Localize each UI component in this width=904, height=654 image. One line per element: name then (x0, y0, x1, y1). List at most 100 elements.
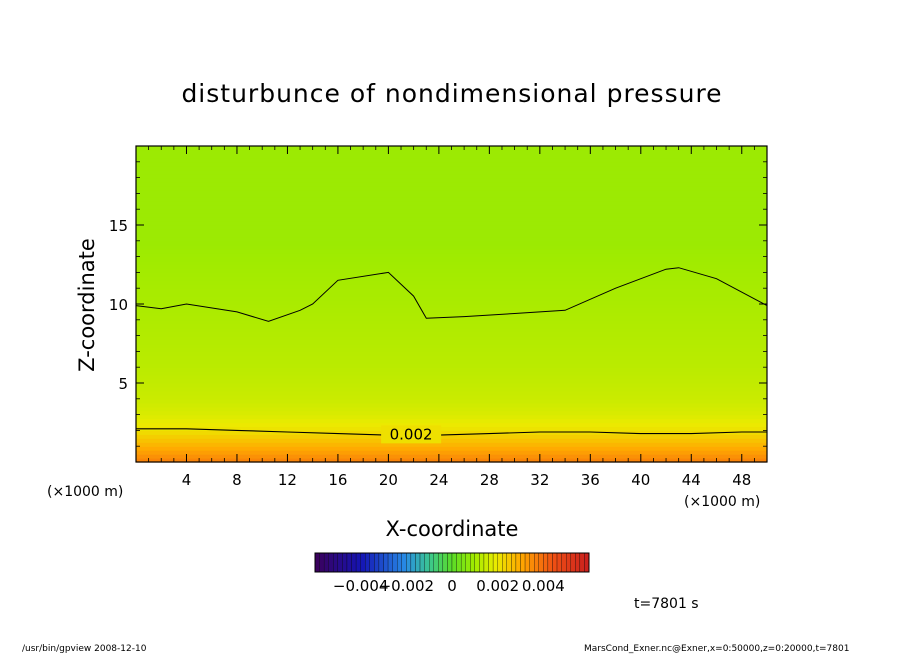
field-band (136, 355, 767, 360)
colorbar-cell (520, 552, 526, 573)
colorbar-cell (575, 552, 581, 573)
colorbar-cell (429, 552, 434, 573)
contour-0.002 (136, 428, 767, 436)
colorbar-cells (314, 552, 590, 573)
colorbar-cell (346, 552, 352, 573)
y-axis-label: Z-coordinate (75, 238, 99, 372)
field-band (136, 371, 767, 376)
field-band (136, 375, 767, 380)
footer-right: MarsCond_Exner.nc@Exner,x=0:50000,z=0:20… (584, 644, 849, 654)
field-band (136, 426, 767, 431)
field-band (136, 169, 767, 175)
field-band (136, 149, 767, 155)
field-band (136, 288, 767, 293)
chart-title: disturbunce of nondimensional pressure (181, 79, 722, 108)
field-band (136, 201, 767, 206)
field-band (136, 185, 767, 191)
pressure-field (136, 146, 767, 463)
colorbar-cell (483, 552, 489, 573)
field-band (136, 236, 767, 242)
x-tick-label: 4 (182, 471, 192, 489)
colorbar-cell (397, 552, 402, 573)
field-band (136, 181, 767, 187)
colorbar-cell (470, 552, 475, 573)
field-band (136, 228, 767, 234)
contour-lines: 0.002 (135, 267, 768, 444)
field-band (136, 406, 767, 412)
field-band (136, 280, 767, 285)
colorbar-cell (442, 552, 448, 573)
field-band (136, 311, 767, 317)
field-band (136, 157, 767, 163)
field-band (136, 209, 767, 214)
colorbar-cell (351, 552, 357, 573)
x-tick-label: 40 (631, 471, 650, 489)
colorbar-cell (579, 552, 585, 573)
colorbar-cell (337, 552, 343, 573)
field-band (136, 240, 767, 246)
field-band (136, 414, 767, 420)
field-band (136, 276, 767, 281)
colorbar-cell (547, 552, 553, 573)
x-tick-label: 36 (581, 471, 600, 489)
colorbar-tick-label: −0.002 (379, 577, 435, 595)
colorbar-cell (387, 552, 393, 573)
colorbar-cell (515, 552, 521, 573)
field-band (136, 173, 767, 179)
colorbar-cell (584, 552, 590, 573)
colorbar-cell (561, 552, 567, 573)
x-axis-label: X-coordinate (386, 517, 519, 541)
y-tick-label: 5 (118, 375, 128, 393)
contour-label-bg (381, 425, 442, 444)
colorbar-cell (433, 552, 439, 573)
colorbar-cell (534, 552, 539, 573)
colorbar-cell (369, 552, 375, 573)
field-band (136, 260, 767, 266)
field-band (136, 323, 767, 329)
field-band (136, 383, 767, 388)
field-band (136, 221, 767, 226)
field-band (136, 272, 767, 277)
x-tick-label: 48 (732, 471, 751, 489)
colorbar-cell (497, 552, 503, 573)
field-band (136, 418, 767, 424)
colorbar-cell (465, 552, 471, 573)
colorbar-cell (342, 552, 348, 573)
field-band (136, 394, 767, 400)
colorbar-frame (314, 552, 590, 573)
footer-left: /usr/bin/gpview 2008-12-10 (22, 644, 147, 654)
colorbar-cell (323, 552, 329, 573)
colorbar-tick-label: 0.002 (476, 577, 519, 595)
field-band (136, 217, 767, 222)
field-band (136, 442, 767, 447)
colorbar-cell (506, 552, 512, 573)
field-band (136, 379, 767, 384)
field-band (136, 177, 767, 183)
field-band (136, 367, 767, 372)
field-band (136, 315, 767, 321)
x-tick-label: 32 (530, 471, 549, 489)
field-band (136, 347, 767, 352)
field-band (136, 398, 767, 404)
field-band (136, 454, 767, 459)
field-band (136, 232, 767, 238)
colorbar-cell (556, 552, 562, 573)
colorbar-cell (538, 552, 544, 573)
x-tick-label: 28 (480, 471, 499, 489)
field-band (136, 161, 767, 167)
colorbar-cell (502, 552, 507, 573)
field-band (136, 189, 767, 194)
y-tick-label: 15 (109, 217, 128, 235)
colorbar-cell (479, 552, 485, 573)
colorbar-cell (460, 552, 466, 573)
colorbar-cell (383, 552, 389, 573)
field-band (136, 410, 767, 416)
field-band (136, 339, 767, 345)
field-band (136, 363, 767, 368)
field-band (136, 248, 767, 254)
contour-label: 0.002 (390, 425, 433, 443)
field-band (136, 446, 767, 451)
